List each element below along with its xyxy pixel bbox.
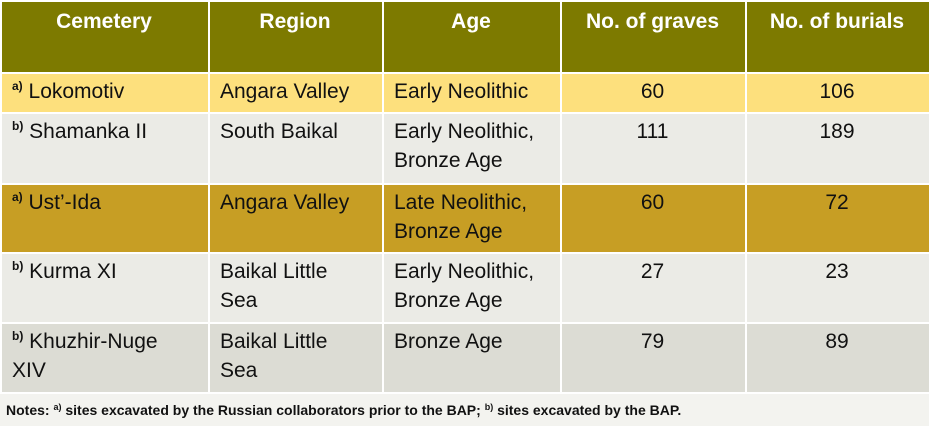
notes: Notes: a) sites excavated by the Russian… [0,394,929,426]
header-cell: Age [382,0,562,74]
header-row: Cemetery Region Age No. of graves No. of bur… [0,0,929,74]
graves-cell: 27 [560,252,747,324]
age-cell: Early Neolithic [382,72,562,114]
cemetery-cell: b) Khuzhir-Nuge XIV [0,322,210,394]
table-row: b) Shamanka II South Baikal Early Neolithi… [0,112,929,185]
table-body: a) Lokomotiv Angara Valley Early Neolithic… [0,72,929,394]
age-cell: Bronze Age [382,322,562,394]
note-text: sites excavated by the BAP. [497,402,682,418]
region-cell: Angara Valley [208,72,384,114]
cemetery-cell: a) Lokomotiv [0,72,210,114]
age-cell: Early Neolithic, Bronze Age [382,112,562,185]
note-text: Notes: [6,402,50,418]
header-cell: Cemetery [0,0,210,74]
site-marker: b) [12,329,24,343]
region-cell: Baikal Little Sea [208,252,384,324]
data-table: Cemetery Region Age No. of graves No. of bur… [0,0,929,394]
graves-cell: 60 [560,72,747,114]
table-row: b) Kurma XI Baikal Little Sea Early Neolit… [0,252,929,324]
header-cell: Region [208,0,384,74]
burials-cell: 23 [745,252,929,324]
burials-cell: 189 [745,112,929,185]
cemetery-cell: b) Kurma XI [0,252,210,324]
site-marker: a) [12,79,23,93]
table-row: a) Ust’-Ida Angara Valley Late Neolithic, … [0,183,929,254]
burials-cell: 72 [745,183,929,254]
table-row: b) Khuzhir-Nuge XIV Baikal Little Sea Bron… [0,322,929,394]
cemetery-cell: b) Shamanka II [0,112,210,185]
table-row: a) Lokomotiv Angara Valley Early Neolithic… [0,72,929,114]
site-marker: a) [12,190,23,204]
note-marker: b) [484,402,494,412]
region-cell: South Baikal [208,112,384,185]
age-cell: Early Neolithic, Bronze Age [382,252,562,324]
burials-cell: 89 [745,322,929,394]
region-cell: Baikal Little Sea [208,322,384,394]
age-cell: Late Neolithic, Bronze Age [382,183,562,254]
note-marker: a) [53,402,62,412]
graves-cell: 79 [560,322,747,394]
cemetery-name: Shamanka II [29,120,148,143]
cemetery-cell: a) Ust’-Ida [0,183,210,254]
site-marker: b) [12,259,24,273]
header-cell: No. of graves [560,0,747,74]
cemetery-name: Lokomotiv [28,80,125,103]
graves-cell: 60 [560,183,747,254]
cemetery-name: Kurma XI [29,260,117,283]
header-cell: No. of burials [745,0,929,74]
cemetery-name: Khuzhir-Nuge XIV [12,330,158,382]
burials-cell: 106 [745,72,929,114]
cemetery-name: Ust’-Ida [28,191,101,214]
note-text: sites excavated by the Russian collabora… [65,402,481,418]
graves-cell: 111 [560,112,747,185]
site-marker: b) [12,119,24,133]
region-cell: Angara Valley [208,183,384,254]
